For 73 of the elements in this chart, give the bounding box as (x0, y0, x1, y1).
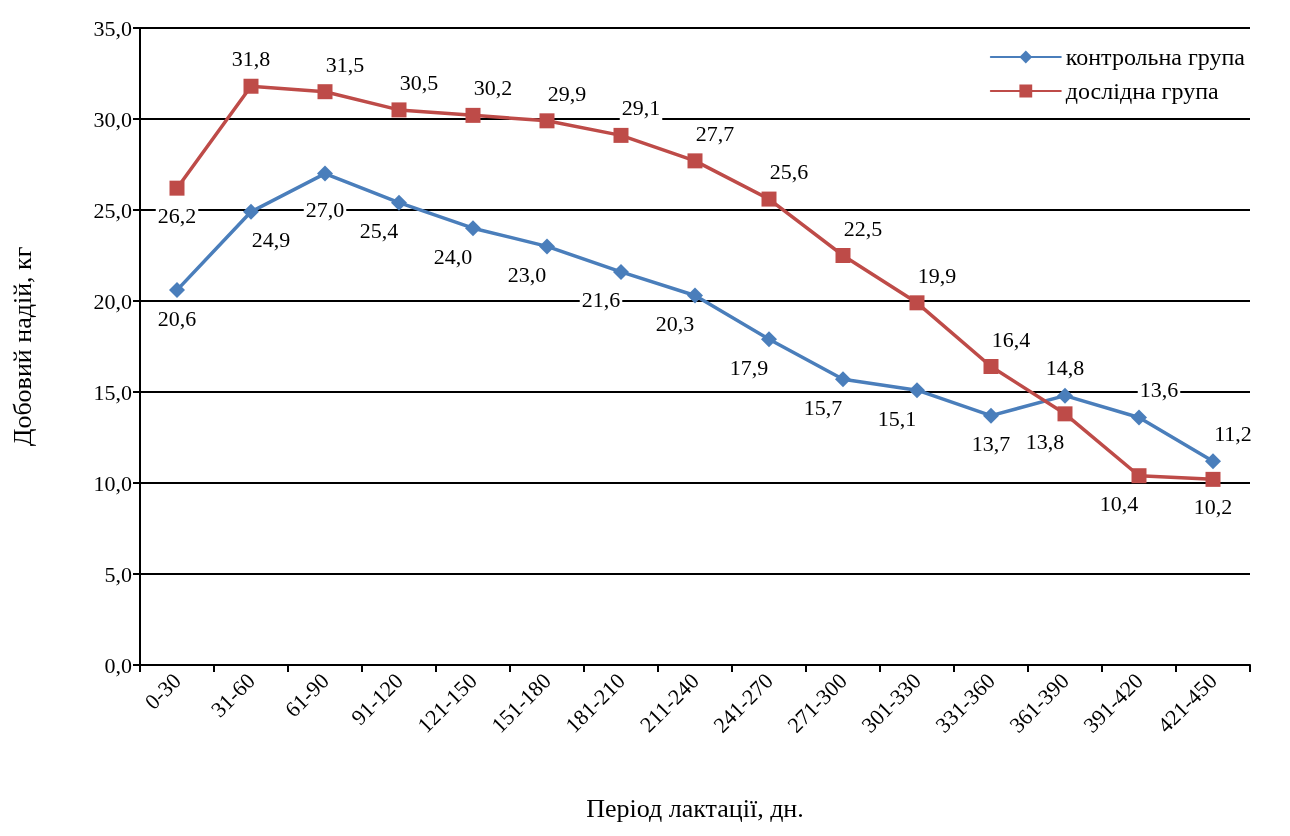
y-tick-label: 35,0 (93, 15, 132, 41)
y-tick-label: 15,0 (93, 379, 132, 405)
data-label: 24,9 (251, 227, 291, 253)
data-label: 20,3 (655, 311, 695, 337)
point (169, 282, 185, 299)
data-label: 25,6 (769, 159, 809, 185)
point (317, 84, 333, 100)
point (835, 371, 851, 388)
legend-label: дослідна група (1065, 78, 1219, 104)
point (1205, 471, 1221, 487)
point (761, 331, 777, 348)
y-axis-title: Добовий надій, кг (7, 246, 37, 447)
point (687, 287, 703, 304)
data-label: 30,2 (473, 75, 513, 101)
point (169, 180, 185, 196)
data-label: 27,7 (695, 120, 735, 146)
y-tick-label: 20,0 (93, 288, 132, 314)
data-label: 11,2 (1214, 420, 1252, 446)
data-label: 21,6 (581, 287, 621, 313)
data-label: 10,2 (1193, 494, 1233, 520)
data-label: 13,7 (971, 431, 1011, 457)
point (391, 102, 407, 118)
data-label: 13,6 (1139, 376, 1179, 402)
y-tick-label: 25,0 (93, 197, 132, 223)
x-tick-label: 0-30 (139, 668, 186, 715)
data-label: 10,4 (1099, 490, 1139, 516)
data-label: 15,1 (877, 405, 917, 431)
y-tick-label: 0,0 (104, 652, 132, 678)
data-label: 22,5 (843, 215, 883, 241)
point (835, 248, 851, 263)
point (465, 220, 481, 237)
point (983, 407, 999, 424)
point (613, 263, 629, 280)
point (1205, 453, 1221, 470)
data-label: 17,9 (729, 354, 769, 380)
data-label: 29,9 (547, 80, 587, 106)
y-tick-label: 10,0 (93, 470, 132, 496)
data-label: 29,1 (621, 95, 661, 121)
point (613, 127, 629, 143)
point (909, 295, 925, 311)
legend-label: контрольна група (1065, 44, 1246, 70)
point (1131, 409, 1147, 426)
y-tick-label: 5,0 (104, 561, 132, 587)
data-label: 26,2 (157, 203, 197, 229)
point (983, 359, 999, 375)
point (909, 382, 925, 399)
x-axis-title: Період лактації, дн. (586, 793, 804, 823)
point (539, 238, 555, 255)
point (465, 107, 481, 123)
point (1057, 387, 1073, 404)
y-tick-label: 30,0 (93, 106, 132, 132)
data-label: 24,0 (433, 243, 473, 269)
data-label: 13,8 (1025, 428, 1065, 454)
data-label: 25,4 (359, 218, 399, 244)
point (761, 191, 777, 207)
data-label: 14,8 (1045, 355, 1085, 381)
data-label: 31,5 (325, 51, 365, 77)
point (539, 113, 555, 129)
point (687, 153, 703, 169)
data-label: 27,0 (305, 197, 345, 223)
data-label: 15,7 (803, 394, 843, 420)
point (243, 203, 259, 220)
data-label: 19,9 (917, 262, 957, 288)
point (1131, 468, 1147, 484)
data-label: 20,6 (157, 305, 197, 331)
data-label: 23,0 (507, 261, 547, 287)
data-label: 30,5 (399, 69, 439, 95)
point (317, 165, 333, 182)
point (391, 194, 407, 211)
point (243, 78, 259, 94)
point (1057, 406, 1073, 422)
data-label: 16,4 (991, 326, 1031, 352)
data-label: 31,8 (231, 46, 271, 72)
